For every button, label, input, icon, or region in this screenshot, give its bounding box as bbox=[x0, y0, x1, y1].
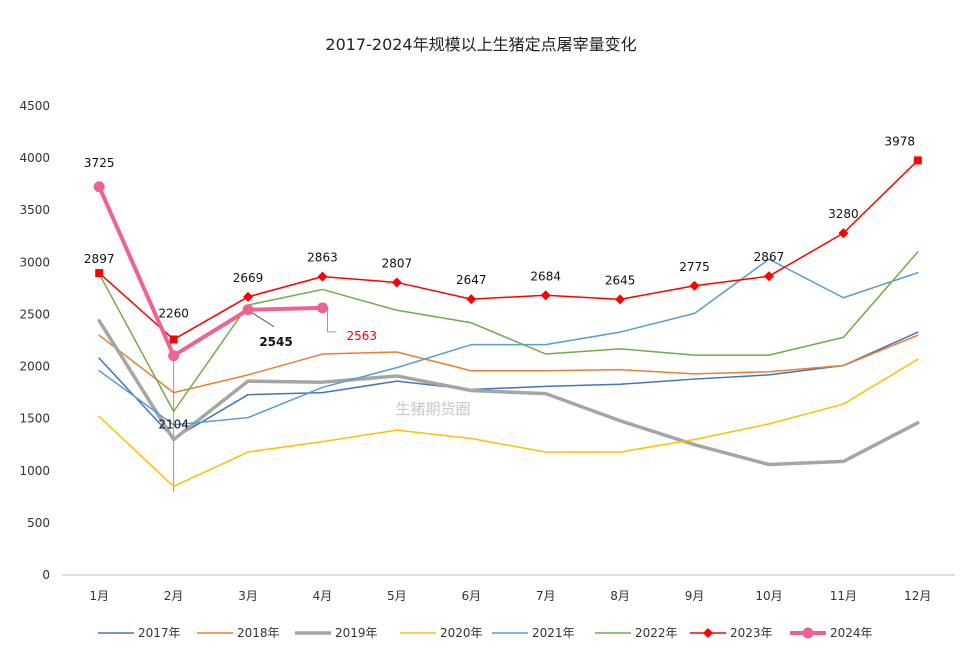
data-point bbox=[540, 290, 551, 301]
data-point bbox=[391, 277, 402, 288]
x-tick-label: 10月 bbox=[755, 589, 782, 603]
x-tick-label: 1月 bbox=[89, 589, 109, 603]
data-label: 2897 bbox=[84, 252, 115, 266]
series-line-2018年 bbox=[98, 334, 919, 394]
data-label: 3978 bbox=[885, 134, 916, 148]
series-line-2021年 bbox=[98, 258, 919, 426]
series-line-2019年 bbox=[97, 318, 920, 467]
data-point bbox=[913, 156, 922, 165]
data-label: 2645 bbox=[605, 273, 636, 287]
data-label: 2684 bbox=[530, 269, 561, 283]
x-tick-label: 9月 bbox=[685, 589, 705, 603]
data-point bbox=[763, 271, 774, 282]
x-tick-label: 7月 bbox=[536, 589, 556, 603]
x-tick-label: 8月 bbox=[610, 589, 630, 603]
data-point bbox=[168, 350, 180, 362]
data-point bbox=[93, 181, 105, 193]
data-label: 2545 bbox=[259, 335, 292, 349]
watermark-text: 生猪期货圈 bbox=[395, 400, 470, 418]
y-tick-label: 4500 bbox=[19, 99, 50, 113]
data-label: 2863 bbox=[307, 251, 338, 265]
x-tick-label: 3月 bbox=[238, 589, 258, 603]
data-label: 2669 bbox=[233, 271, 264, 285]
annotation-leader-line bbox=[251, 312, 275, 328]
y-tick-label: 500 bbox=[27, 516, 50, 530]
chart-title: 2017-2024年规模以上生猪定点屠宰量变化 bbox=[325, 35, 636, 54]
legend-marker bbox=[703, 628, 713, 638]
data-label: 2104 bbox=[158, 418, 189, 432]
data-point bbox=[466, 294, 477, 305]
series-line-2022年 bbox=[98, 251, 919, 413]
y-tick-label: 2500 bbox=[19, 307, 50, 321]
x-tick-label: 11月 bbox=[830, 589, 857, 603]
y-tick-label: 3000 bbox=[19, 255, 50, 269]
data-point bbox=[615, 294, 626, 305]
data-point bbox=[243, 291, 254, 302]
data-point bbox=[838, 228, 849, 239]
data-label: 2260 bbox=[158, 306, 189, 320]
data-point bbox=[95, 269, 104, 278]
data-label: 2867 bbox=[754, 250, 785, 264]
legend-label: 2023年 bbox=[730, 626, 773, 640]
data-label: 2647 bbox=[456, 273, 487, 287]
legend-label: 2021年 bbox=[532, 626, 575, 640]
series-line-2023年 bbox=[98, 159, 919, 341]
data-label: 2563 bbox=[346, 329, 377, 343]
data-point bbox=[169, 335, 178, 344]
y-tick-label: 2000 bbox=[19, 360, 50, 374]
y-tick-label: 1500 bbox=[19, 412, 50, 426]
series-line-2020年 bbox=[98, 358, 919, 488]
data-label: 3725 bbox=[84, 156, 115, 170]
x-tick-label: 2月 bbox=[164, 589, 184, 603]
annotation-leader-line bbox=[326, 307, 337, 333]
y-tick-label: 3500 bbox=[19, 203, 50, 217]
data-label: 3280 bbox=[828, 207, 859, 221]
legend-label: 2024年 bbox=[830, 626, 873, 640]
x-tick-label: 4月 bbox=[313, 589, 333, 603]
y-tick-label: 4000 bbox=[19, 151, 50, 165]
data-point bbox=[316, 302, 328, 314]
legend-label: 2017年 bbox=[138, 626, 181, 640]
legend-marker bbox=[802, 627, 814, 639]
y-tick-label: 0 bbox=[42, 568, 50, 582]
x-tick-label: 12月 bbox=[904, 589, 931, 603]
data-point bbox=[689, 280, 700, 291]
legend-label: 2019年 bbox=[335, 626, 378, 640]
data-point bbox=[317, 271, 328, 282]
data-label: 2775 bbox=[679, 260, 710, 274]
series-line-2024年 bbox=[97, 184, 325, 358]
legend-label: 2020年 bbox=[440, 626, 483, 640]
legend-label: 2018年 bbox=[237, 626, 280, 640]
x-tick-label: 6月 bbox=[461, 589, 481, 603]
y-tick-label: 1000 bbox=[19, 464, 50, 478]
legend-label: 2022年 bbox=[635, 626, 678, 640]
data-point bbox=[242, 304, 254, 316]
data-label: 2807 bbox=[382, 256, 413, 270]
x-tick-label: 5月 bbox=[387, 589, 407, 603]
series-line-2017年 bbox=[98, 331, 919, 440]
